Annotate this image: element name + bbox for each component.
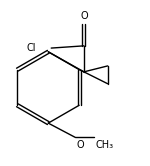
Text: CH₃: CH₃ <box>95 140 113 150</box>
Text: O: O <box>76 140 84 150</box>
Text: Cl: Cl <box>27 43 36 53</box>
Text: O: O <box>80 11 88 21</box>
